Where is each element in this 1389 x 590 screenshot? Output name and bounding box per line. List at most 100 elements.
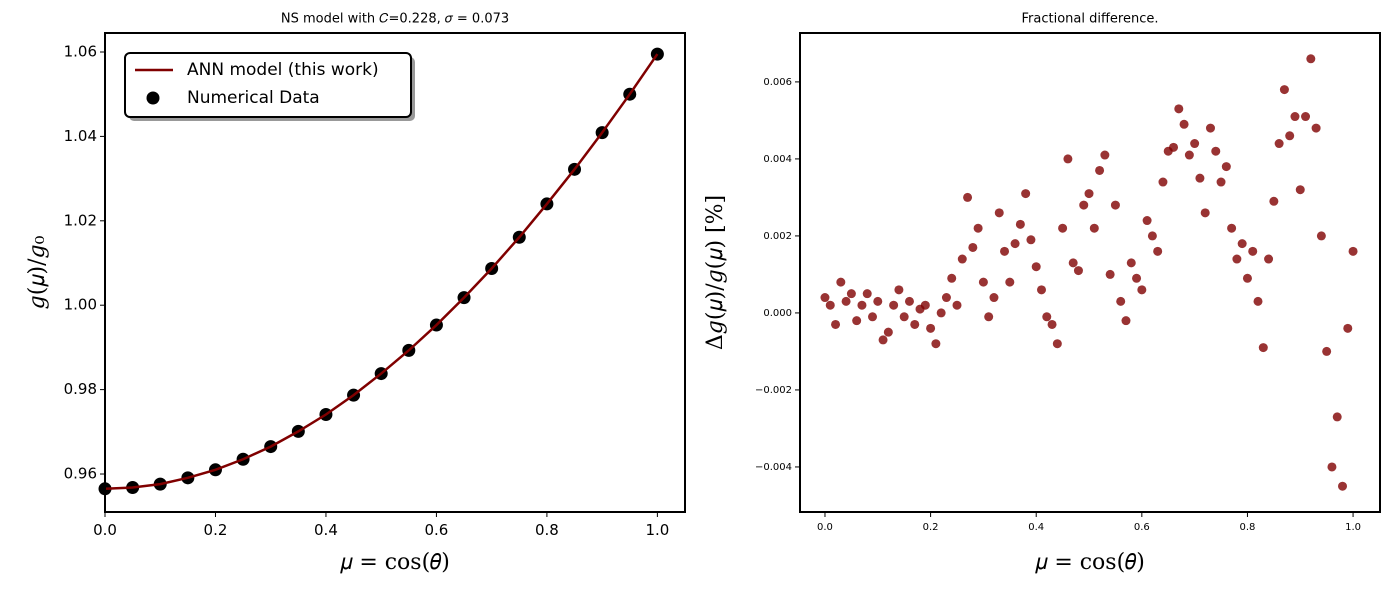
data-point (1285, 131, 1295, 141)
chart-title: NS model with 𝐶=0.228, 𝜎 = 0.073 (281, 12, 509, 27)
data-point (968, 242, 978, 252)
data-point (1005, 277, 1015, 287)
data-point (1132, 273, 1142, 283)
data-point (1084, 189, 1094, 199)
x-tick-label: 0.8 (535, 521, 559, 539)
data-point (1316, 231, 1326, 241)
data-point (1332, 412, 1342, 422)
data-point (873, 296, 883, 306)
axes-frame (799, 32, 1381, 513)
data-point (952, 300, 962, 310)
data-point (1052, 339, 1062, 349)
data-point (1105, 269, 1115, 279)
data-point (820, 293, 830, 303)
data-point (1073, 266, 1083, 276)
data-point (1343, 323, 1353, 333)
data-point (1021, 189, 1031, 199)
data-point (1137, 285, 1147, 295)
data-point (1301, 112, 1311, 122)
x-tick-label: 0.2 (923, 522, 939, 533)
data-point (947, 273, 957, 283)
data-point (862, 289, 872, 299)
data-point (1184, 150, 1194, 160)
data-point (836, 277, 846, 287)
y-tick-label: 0.002 (763, 231, 792, 242)
data-point (1147, 231, 1157, 241)
data-point (984, 312, 994, 322)
data-point (978, 277, 988, 287)
data-point (1253, 296, 1263, 306)
data-point (868, 312, 878, 322)
data-point (1153, 246, 1163, 256)
y-tick-label: −0.002 (755, 385, 792, 396)
data-point (994, 208, 1004, 218)
data-point (1269, 196, 1279, 206)
data-point (1327, 462, 1337, 472)
x-tick-label: 0.6 (1134, 522, 1150, 533)
data-point (1306, 54, 1316, 64)
x-tick-label: 0.8 (1239, 522, 1255, 533)
data-point (899, 312, 909, 322)
data-point (973, 223, 983, 233)
data-point (1042, 312, 1052, 322)
data-point (1237, 239, 1247, 249)
x-tick-label: 1.0 (1345, 522, 1361, 533)
data-point (1031, 262, 1041, 272)
data-point (1089, 223, 1099, 233)
data-point (1179, 119, 1189, 129)
data-point (846, 289, 856, 299)
y-tick-label: 0.96 (64, 465, 97, 483)
data-point (841, 296, 851, 306)
data-point (825, 300, 835, 310)
x-tick-label: 0.2 (204, 521, 228, 539)
x-tick-label: 1.0 (645, 521, 669, 539)
line (104, 53, 659, 491)
y-tick-label: −0.004 (755, 462, 792, 473)
data-point (1216, 177, 1226, 187)
data-point (957, 254, 967, 264)
legend-marker (146, 91, 160, 105)
y-tick-label: 1.00 (64, 296, 97, 314)
data-point (1174, 104, 1184, 114)
data-point (1015, 219, 1025, 229)
data-point (936, 308, 946, 318)
y-tick-label: 1.04 (64, 127, 97, 145)
data-point (1242, 273, 1252, 283)
x-tick-label: 0.0 (93, 521, 117, 539)
y-tick-label: 0.004 (763, 154, 792, 165)
data-point (1205, 123, 1215, 133)
data-point (1169, 142, 1179, 152)
y-axis-label: 𝑔(𝜇)/𝑔₀ (25, 235, 50, 309)
data-point (1232, 254, 1242, 264)
data-point (1026, 235, 1036, 245)
data-point (926, 323, 936, 333)
data-point (1274, 139, 1284, 149)
data-point (1200, 208, 1210, 218)
data-point (1121, 316, 1131, 326)
data-point (1047, 319, 1057, 329)
data-point (1142, 216, 1152, 226)
data-point (1100, 150, 1110, 160)
data-point (889, 300, 899, 310)
data-point (1036, 285, 1046, 295)
y-tick-label: 1.06 (64, 42, 97, 60)
data-point (1110, 200, 1120, 210)
y-tick-label: 0.006 (763, 77, 792, 88)
data-point (1338, 481, 1348, 491)
data-point (1063, 154, 1073, 164)
x-tick-label: 0.0 (817, 522, 833, 533)
data-point (941, 293, 951, 303)
data-point (1095, 165, 1105, 175)
data-point (1190, 139, 1200, 149)
data-point (831, 319, 841, 329)
y-tick-label: 0.000 (763, 308, 792, 319)
data-point (1348, 246, 1358, 256)
x-tick-label: 0.6 (424, 521, 448, 539)
axes-frame (104, 32, 686, 513)
data-point (1258, 343, 1268, 353)
data-point (1248, 246, 1258, 256)
x-tick-label: 0.4 (314, 521, 338, 539)
data-point (910, 319, 920, 329)
data-point (1264, 254, 1274, 264)
